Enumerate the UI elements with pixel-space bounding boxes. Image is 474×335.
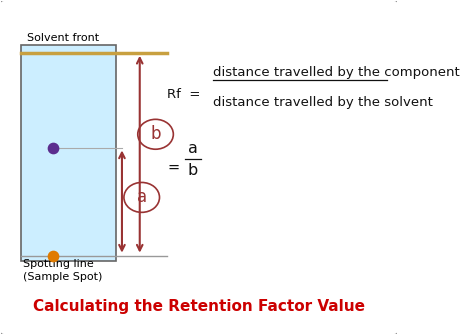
Text: distance travelled by the solvent: distance travelled by the solvent — [213, 96, 433, 109]
Text: a: a — [188, 141, 198, 156]
Text: a: a — [137, 188, 147, 206]
Text: Spotting line: Spotting line — [23, 259, 94, 269]
Text: (Sample Spot): (Sample Spot) — [23, 272, 102, 282]
Text: distance travelled by the component: distance travelled by the component — [213, 66, 460, 79]
Text: =: = — [167, 160, 180, 175]
Text: b: b — [188, 162, 198, 178]
FancyBboxPatch shape — [0, 0, 399, 335]
Point — [49, 145, 56, 150]
Text: Solvent front: Solvent front — [27, 33, 99, 43]
Point — [49, 253, 56, 258]
Text: Calculating the Retention Factor Value: Calculating the Retention Factor Value — [33, 299, 365, 314]
Bar — [21, 45, 116, 261]
Text: b: b — [150, 125, 161, 143]
Text: Rf  =: Rf = — [167, 88, 201, 101]
